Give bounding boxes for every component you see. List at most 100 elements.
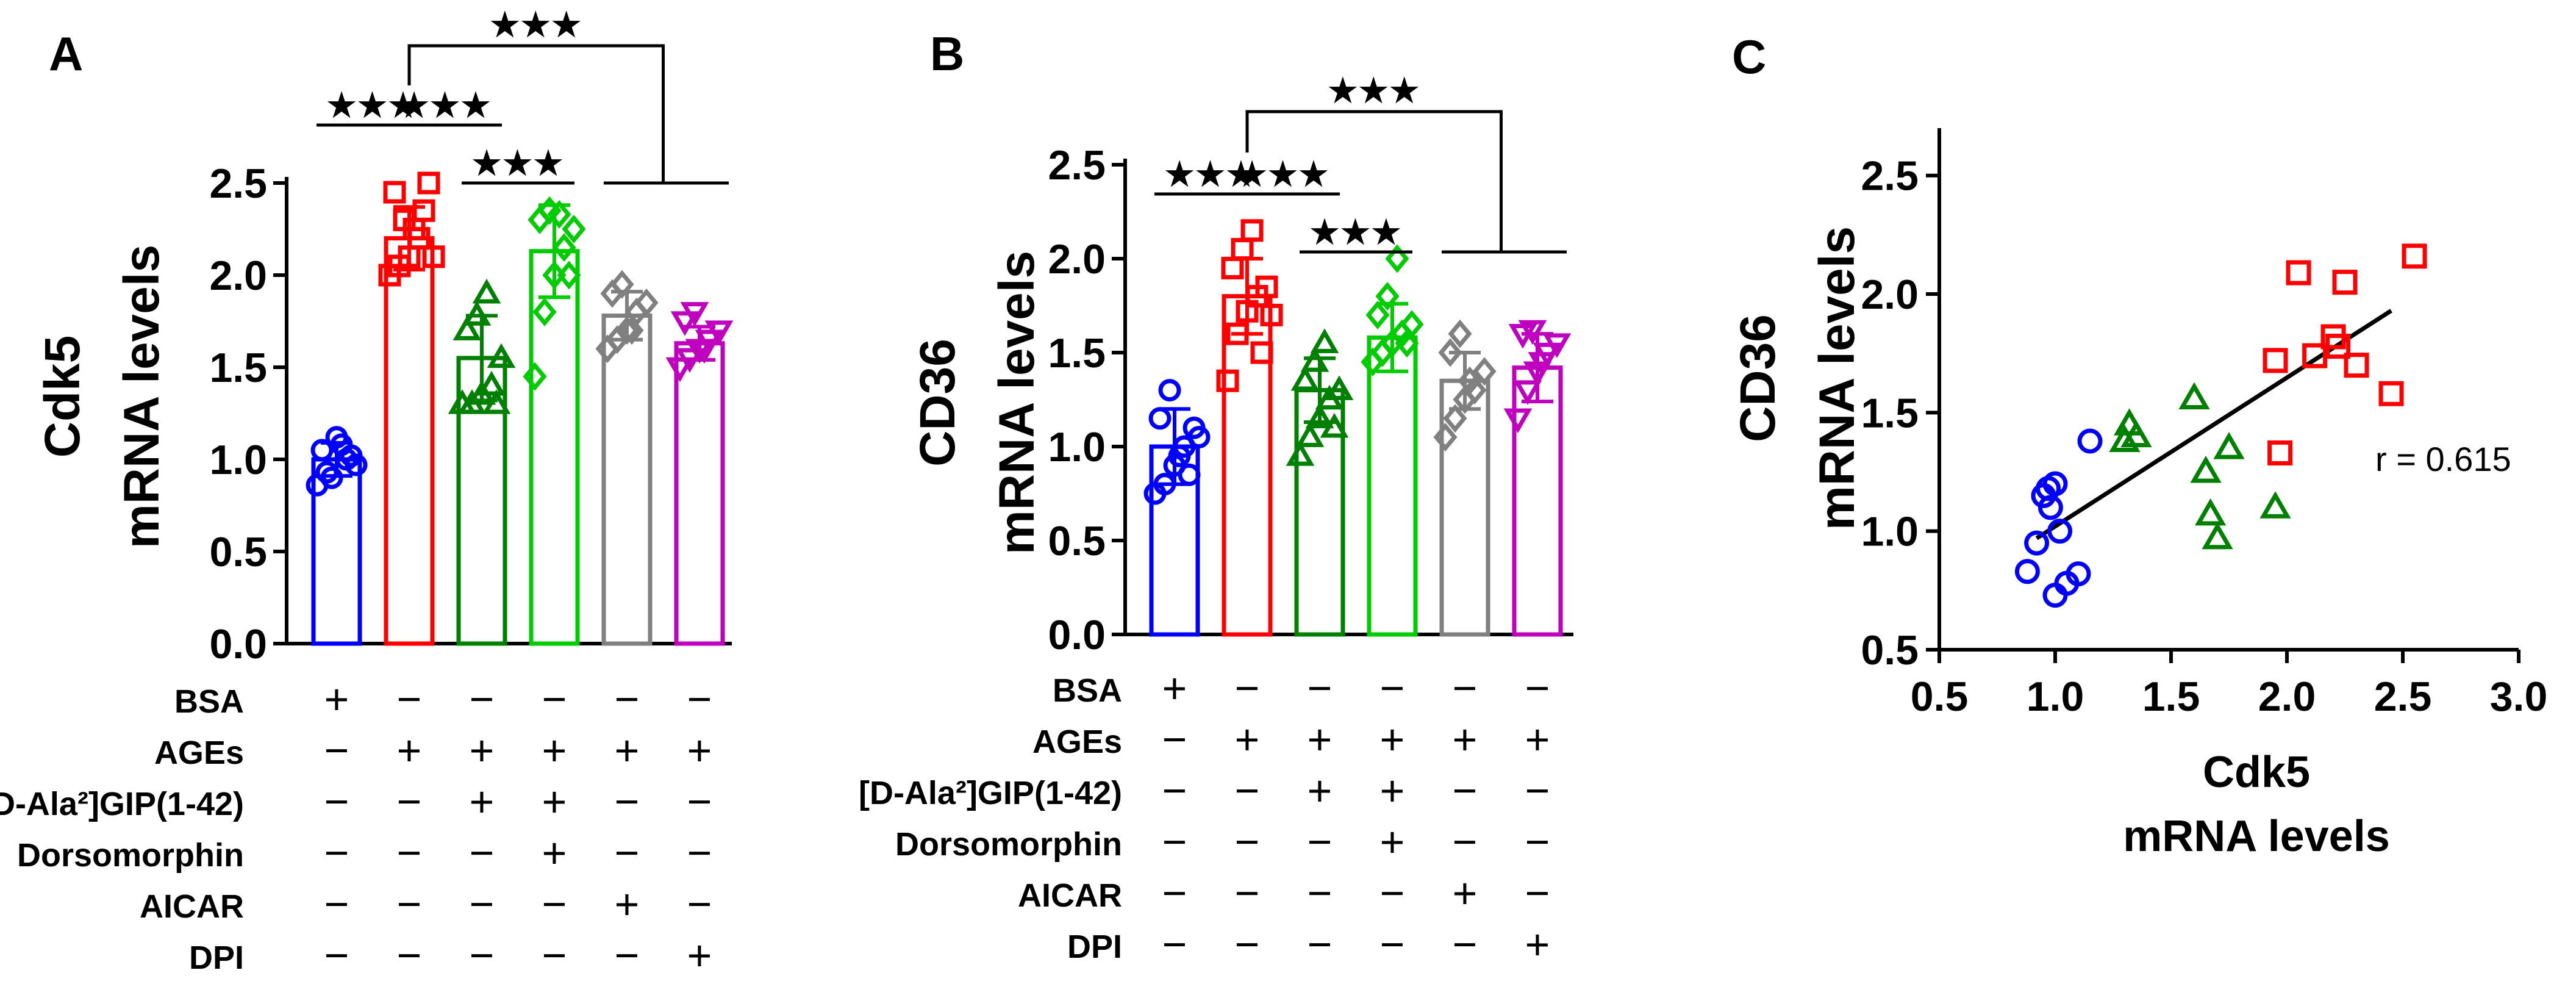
condition-sign: −: [1162, 921, 1187, 968]
condition-sign: −: [1162, 818, 1187, 866]
condition-sign: +: [470, 778, 495, 825]
condition-sign: −: [687, 829, 712, 877]
data-point: [1503, 408, 1533, 434]
condition-sign: −: [1162, 716, 1187, 763]
condition-sign: +: [615, 727, 640, 774]
data-point: [1290, 365, 1320, 391]
scatter-point: [2178, 382, 2210, 409]
condition-sign: −: [615, 932, 640, 979]
condition-label: DPI: [189, 939, 244, 976]
data-point: [670, 311, 699, 336]
scatter-point: [2066, 561, 2091, 587]
condition-sign: −: [1162, 767, 1187, 814]
condition-sign: −: [1380, 664, 1405, 712]
condition-sign: −: [1308, 921, 1333, 968]
condition-sign: −: [324, 932, 349, 979]
condition-sign: −: [1453, 921, 1478, 968]
condition-sign: −: [1453, 664, 1478, 712]
data-point: [1438, 338, 1462, 367]
data-point: [620, 316, 644, 345]
condition-sign: +: [1453, 869, 1478, 917]
scatter-point: [2042, 471, 2068, 497]
condition-sign: +: [1380, 818, 1405, 866]
data-point: [1385, 244, 1409, 273]
condition-label: [D-Ala²]GIP(1-42): [0, 786, 244, 822]
condition-label: BSA: [1053, 672, 1122, 709]
data-point: [453, 315, 482, 340]
panel-label-c: C: [1732, 30, 1766, 84]
data-point: [1255, 275, 1278, 298]
condition-sign: +: [1380, 767, 1405, 814]
condition-sign: −: [470, 829, 495, 877]
condition-sign: −: [687, 675, 712, 723]
data-point: [315, 461, 338, 484]
condition-label: AICAR: [1018, 877, 1122, 914]
scatter-point: [2302, 343, 2328, 368]
condition-label: [D-Ala²]GIP(1-42): [859, 775, 1122, 811]
condition-label: AICAR: [140, 888, 244, 925]
y-tick-label: 0.0: [1048, 612, 1106, 658]
data-point: [1178, 463, 1201, 486]
y-tick-label: 2.0: [1861, 271, 1919, 318]
condition-sign: +: [1308, 716, 1333, 763]
scatter-point: [2267, 440, 2293, 465]
condition-sign: +: [687, 727, 712, 774]
condition-sign: −: [1525, 818, 1550, 866]
condition-sign: −: [324, 778, 349, 825]
condition-sign: +: [1380, 716, 1405, 763]
panel-b-bar-chart: CD36 mRNA levels 0.00.51.01.52.02.5 ★★★★★…: [859, 73, 1573, 968]
condition-sign: +: [615, 880, 640, 928]
significance-stars: ★★★: [399, 87, 492, 124]
condition-sign: −: [1235, 767, 1260, 814]
regression-line: [2035, 309, 2392, 541]
data-point: [615, 316, 639, 345]
data-point: [1158, 379, 1181, 402]
panel-label-b: B: [930, 27, 964, 81]
scatter-point: [2332, 270, 2358, 295]
data-point: [552, 233, 576, 262]
panel-a-ylabel-line2: mRNA levels: [114, 245, 170, 548]
condition-sign: −: [1525, 664, 1550, 712]
condition-sign: +: [397, 727, 422, 774]
condition-sign: −: [615, 778, 640, 825]
bar: [384, 236, 435, 646]
data-point: [340, 444, 363, 467]
data-point: [1395, 329, 1419, 358]
condition-sign: −: [542, 932, 567, 979]
panel-c-ylabel-line1: CD36: [1730, 314, 1786, 442]
condition-sign: −: [1453, 767, 1478, 814]
y-tick-label: 1.0: [1048, 424, 1106, 470]
condition-sign: −: [1308, 664, 1333, 712]
significance-stars: ★★★: [1310, 214, 1402, 251]
data-point: [1542, 333, 1572, 358]
x-tick-label: 1.5: [2142, 674, 2200, 720]
x-tick-label: 3.0: [2490, 674, 2548, 720]
condition-sign: −: [1453, 818, 1478, 866]
condition-sign: +: [1525, 921, 1550, 968]
condition-sign: +: [1308, 767, 1333, 814]
data-point: [1462, 376, 1487, 405]
condition-label: AGEs: [154, 735, 244, 771]
y-tick-label: 1.0: [209, 437, 267, 483]
condition-sign: −: [470, 675, 495, 723]
data-point: [1260, 303, 1283, 326]
data-point: [690, 339, 719, 364]
data-point: [1240, 219, 1264, 242]
y-tick-label: 0.5: [1048, 518, 1106, 564]
data-point: [320, 466, 343, 489]
condition-sign: −: [470, 932, 495, 979]
scatter-point: [2378, 381, 2404, 406]
data-point: [1295, 422, 1325, 447]
data-point: [1300, 347, 1329, 372]
data-point: [1513, 380, 1542, 405]
correlation-annotation: r = 0.615: [2375, 440, 2511, 478]
condition-sign: −: [542, 880, 567, 928]
x-tick-label: 2.5: [2374, 674, 2432, 720]
data-point: [487, 343, 516, 368]
condition-sign: +: [324, 675, 349, 723]
scatter-point: [2202, 522, 2233, 550]
data-point: [1153, 473, 1176, 496]
condition-sign: +: [1162, 664, 1187, 712]
y-tick-label: 2.0: [209, 253, 267, 299]
